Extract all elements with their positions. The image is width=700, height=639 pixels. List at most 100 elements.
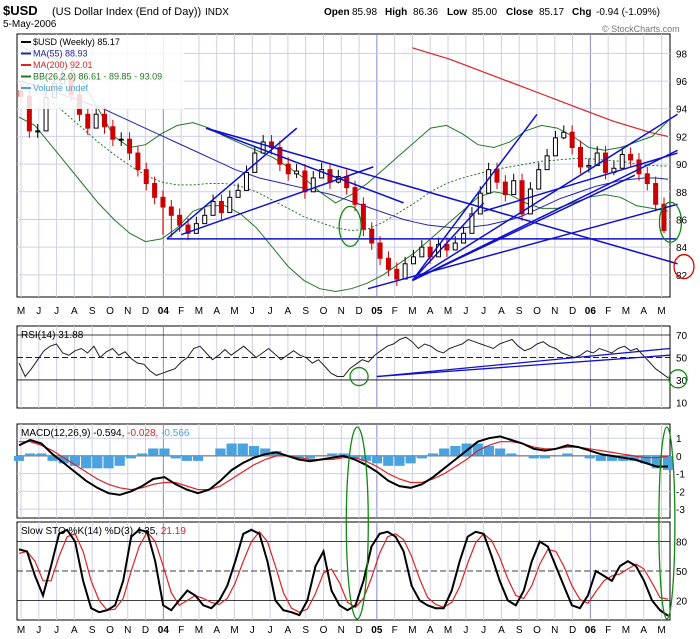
x-label-top: A bbox=[213, 306, 220, 317]
x-label-bottom: N bbox=[338, 625, 345, 636]
x-label-top: S bbox=[516, 306, 523, 317]
x-label-bottom: J bbox=[250, 625, 255, 636]
sto-title-part: 4.35, bbox=[136, 526, 161, 537]
macd-title: MACD(12,26,9) -0.594, -0.028, -0.566 bbox=[21, 428, 190, 439]
x-label-top: M bbox=[657, 306, 665, 317]
x-axis-labels: MMJJJJAASSOONNDD0404FFMMAAMMJJJJAASSOONN… bbox=[17, 306, 666, 636]
close-label: Close bbox=[506, 7, 534, 18]
sto-k-line bbox=[18, 528, 669, 617]
macd-histogram-bar bbox=[562, 453, 573, 456]
candle-body bbox=[243, 171, 249, 191]
x-label-top: A bbox=[71, 306, 78, 317]
macd-histogram-bar bbox=[181, 455, 192, 461]
open-label: Open bbox=[324, 7, 350, 18]
rsi-line bbox=[18, 336, 669, 379]
x-label-top: 05 bbox=[371, 306, 383, 317]
candle-body bbox=[544, 155, 550, 171]
candle-body bbox=[260, 141, 266, 154]
macd-histogram-bar bbox=[651, 455, 662, 469]
x-label-top: M bbox=[444, 306, 452, 317]
x-label-bottom: D bbox=[569, 625, 576, 636]
candle-body bbox=[285, 163, 291, 175]
candle-body bbox=[619, 153, 625, 169]
candle-body bbox=[452, 242, 458, 251]
macd-histogram-bar bbox=[595, 455, 606, 461]
macd-histogram-bar bbox=[394, 455, 405, 466]
x-label-top: J bbox=[268, 306, 273, 317]
legend-entry: BB(26,2.0) 86.61 - 89.85 - 93.09 bbox=[33, 72, 162, 82]
macd-histogram-bar bbox=[47, 455, 58, 461]
macd-histogram-bar bbox=[148, 448, 159, 456]
x-label-top: F bbox=[178, 306, 184, 317]
macd-line bbox=[18, 435, 669, 496]
rsi-tick-label-30: 30 bbox=[676, 376, 688, 387]
macd-histogram-bar bbox=[114, 455, 125, 466]
macd-histogram-bar bbox=[483, 445, 495, 456]
bb-mid-line bbox=[18, 80, 669, 232]
x-label-bottom: M bbox=[622, 625, 630, 636]
legend-entry: Volume undef bbox=[33, 83, 89, 93]
macd-histogram-bar bbox=[271, 450, 282, 456]
trendline bbox=[412, 149, 678, 282]
annotation-green-circle bbox=[668, 369, 688, 389]
x-label-bottom: J bbox=[481, 625, 486, 636]
x-label-top: M bbox=[17, 306, 25, 317]
candle-body bbox=[661, 203, 667, 232]
candle-body bbox=[527, 188, 533, 215]
price-tick-label-90: 90 bbox=[676, 160, 688, 171]
x-label-bottom: A bbox=[498, 625, 505, 636]
macd-histogram-bar bbox=[25, 453, 36, 456]
candle-body bbox=[127, 138, 133, 154]
macd-histogram-bar bbox=[13, 455, 25, 461]
legend-entry: MA(55) 88.93 bbox=[33, 49, 88, 59]
x-label-bottom: D bbox=[355, 625, 362, 636]
candle-body bbox=[636, 159, 642, 175]
annotation-red-circle bbox=[673, 253, 695, 280]
x-label-bottom: 05 bbox=[371, 625, 383, 636]
x-label-bottom: S bbox=[302, 625, 309, 636]
annotation-green-circle bbox=[349, 366, 369, 387]
price-tick-label-98: 98 bbox=[676, 49, 688, 60]
macd-histogram-bar bbox=[439, 448, 450, 456]
candle-body bbox=[377, 242, 383, 259]
low-value: 85.00 bbox=[472, 7, 497, 18]
x-label-top: J bbox=[250, 306, 255, 317]
x-label-top: O bbox=[320, 306, 328, 317]
candle-body bbox=[218, 200, 224, 214]
x-label-bottom: J bbox=[54, 625, 59, 636]
candle-body bbox=[644, 173, 650, 184]
candle-body bbox=[102, 113, 108, 128]
annotation-green-circle bbox=[338, 205, 362, 248]
macd-histogram-bar bbox=[528, 455, 539, 459]
x-label-bottom: A bbox=[427, 625, 434, 636]
x-label-bottom: A bbox=[640, 625, 647, 636]
x-label-bottom: O bbox=[320, 625, 328, 636]
macd-title-part: MACD(12,26,9) bbox=[21, 428, 93, 439]
macd-title-part: -0.594, bbox=[93, 428, 127, 439]
sto-tick-label-80: 80 bbox=[676, 538, 688, 549]
legend-entry: MA(200) 92.01 bbox=[33, 60, 93, 70]
macd-histogram-bar bbox=[427, 453, 439, 456]
macd-histogram-bar bbox=[226, 443, 237, 456]
macd-histogram-bar bbox=[629, 455, 640, 461]
macd-histogram-bar bbox=[416, 455, 427, 459]
chg-label: Chg bbox=[572, 7, 591, 18]
rsi-title: RSI(14) 31.88 bbox=[21, 330, 84, 341]
x-label-top: 04 bbox=[158, 306, 170, 317]
x-label-top: J bbox=[481, 306, 486, 317]
rsi-trendline bbox=[376, 354, 671, 378]
candle-body bbox=[502, 181, 508, 196]
macd-histogram-bar bbox=[237, 443, 248, 456]
exchange-text: INDX bbox=[205, 7, 229, 18]
macd-histogram-bar bbox=[215, 448, 226, 456]
macd-histogram-bar bbox=[662, 455, 674, 470]
candle-body bbox=[552, 137, 558, 157]
macd-tick-label: -1 bbox=[676, 470, 685, 481]
sto-tick-label-20: 20 bbox=[676, 596, 688, 607]
candle-body bbox=[110, 126, 116, 140]
x-label-bottom: 06 bbox=[585, 625, 597, 636]
x-label-top: A bbox=[285, 306, 292, 317]
candle-body bbox=[152, 182, 158, 198]
